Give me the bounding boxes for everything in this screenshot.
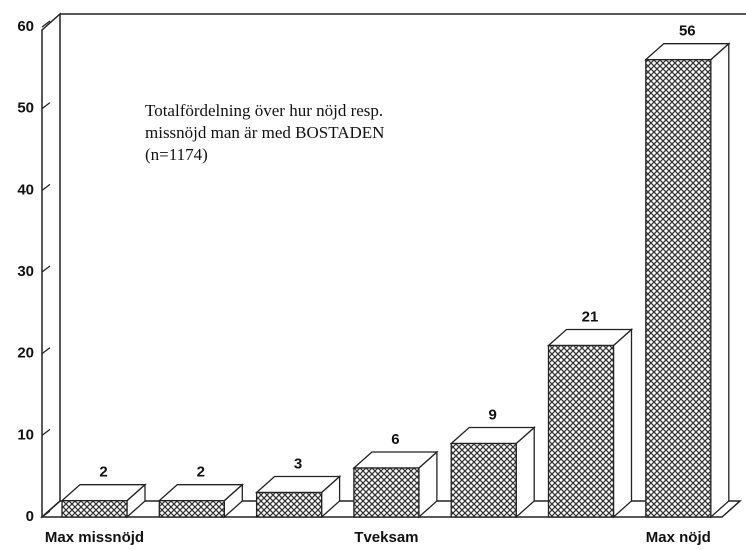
value-label: 3 <box>294 455 302 472</box>
bar <box>450 442 517 518</box>
y-tick-label: 60 <box>17 18 34 35</box>
annotation: missnöjd man är med BOSTADEN <box>145 123 384 142</box>
x-tick-label: Max nöjd <box>646 529 711 546</box>
y-tick-label: 10 <box>17 426 34 443</box>
bar <box>547 344 615 518</box>
y-tick-label: 30 <box>17 263 34 280</box>
value-label: 2 <box>197 464 205 481</box>
annotation: (n=1174) <box>145 145 208 164</box>
value-label: 9 <box>489 406 497 423</box>
bar <box>255 491 323 518</box>
value-label: 56 <box>679 23 696 40</box>
tick-mark <box>41 428 51 436</box>
x-tick-label: Max missnöjd <box>45 529 144 546</box>
y-tick-label: 40 <box>17 181 34 198</box>
tick-mark <box>41 347 51 355</box>
bar <box>61 500 128 518</box>
bar-side <box>612 328 633 519</box>
bar-side <box>710 42 730 519</box>
tick-mark <box>41 20 51 28</box>
bar <box>645 59 712 518</box>
y-tick-label: 0 <box>26 508 34 525</box>
annotation: Totalfördelning över hur nöjd resp. <box>145 101 383 120</box>
bar <box>353 467 420 518</box>
tick-mark <box>41 102 51 110</box>
tick-mark <box>41 183 51 191</box>
value-label: 2 <box>99 464 107 481</box>
y-tick-label: 50 <box>17 100 34 117</box>
side-wall <box>41 12 61 519</box>
value-label: 21 <box>582 308 599 325</box>
y-tick-label: 20 <box>17 345 34 362</box>
value-label: 6 <box>391 431 399 448</box>
tick-mark <box>41 265 51 273</box>
tick-mark <box>41 510 51 518</box>
bar <box>158 500 225 518</box>
x-tick-label: Tveksam <box>354 529 418 546</box>
